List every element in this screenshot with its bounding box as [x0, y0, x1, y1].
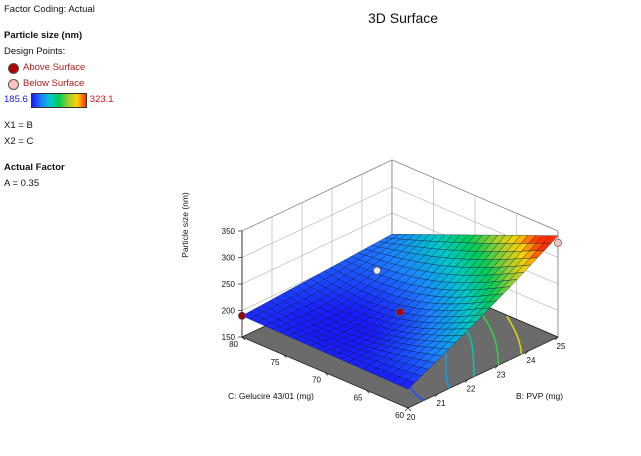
- x-axis-title: B: PVP (mg): [516, 391, 563, 401]
- y-axis-title: C: Gelucire 43/01 (mg): [228, 391, 314, 401]
- y-tick-label: 70: [312, 376, 321, 385]
- below-surface-marker: [8, 78, 19, 90]
- z-axis-title: Particle size (nm): [180, 192, 190, 258]
- y-tick-label: 65: [354, 393, 363, 402]
- legend-panel: Factor Coding: Actual Particle size (nm)…: [4, 2, 114, 192]
- factor-coding-text: Factor Coding: Actual: [4, 4, 95, 15]
- z-tick-label: 200: [222, 307, 236, 316]
- x-tick: [554, 336, 559, 341]
- y-tick: [366, 390, 370, 394]
- y-tick: [407, 407, 412, 412]
- x-tick: [434, 393, 439, 398]
- y-tick: [324, 372, 329, 376]
- color-scale-bar: [30, 92, 87, 108]
- actual-factor-value: A = 0.35: [4, 178, 40, 189]
- scale-min: 185.6: [4, 94, 28, 105]
- x-tick-label: 21: [437, 399, 446, 408]
- y-tick: [241, 336, 246, 341]
- below-surface-label: Below Surface: [23, 78, 85, 89]
- x-tick: [524, 350, 529, 355]
- x-tick: [464, 379, 469, 383]
- above-surface-marker: [8, 62, 19, 74]
- x2-assignment: X2 = C: [4, 136, 34, 147]
- z-tick-label: 250: [222, 280, 236, 289]
- x-tick: [494, 365, 499, 369]
- scale-max: 323.1: [89, 94, 114, 105]
- x-tick-label: 22: [467, 385, 476, 394]
- chart-title: 3D Surface: [368, 10, 439, 26]
- y-tick-label: 80: [229, 340, 238, 349]
- above-surface-label: Above Surface: [23, 62, 86, 73]
- y-tick: [283, 354, 287, 358]
- x-tick-label: 20: [407, 413, 416, 422]
- z-tick-label: 350: [222, 227, 236, 236]
- x1-assignment: X1 = B: [4, 120, 33, 131]
- legend-above: Above Surface: [4, 60, 114, 76]
- x-tick-label: 23: [497, 370, 506, 379]
- color-scale: 185.6 323.1: [4, 92, 114, 108]
- design-point: [373, 266, 381, 275]
- x-tick-label: 25: [557, 342, 566, 351]
- x-tick-label: 24: [527, 356, 536, 365]
- z-tick-label: 300: [222, 254, 236, 263]
- z-tick-label: 150: [222, 333, 236, 342]
- y-tick-label: 60: [395, 411, 404, 420]
- design-points-label: Design Points:: [4, 46, 66, 57]
- y-tick-label: 75: [271, 358, 280, 367]
- design-point: [396, 308, 404, 317]
- actual-factor-title: Actual Factor: [4, 162, 65, 173]
- design-point: [554, 238, 562, 247]
- legend-below: Below Surface: [4, 76, 114, 92]
- surface-cell: [400, 379, 416, 390]
- contour-line: [506, 315, 523, 355]
- x-tick: [404, 407, 409, 412]
- response-title: Particle size (nm): [4, 30, 83, 41]
